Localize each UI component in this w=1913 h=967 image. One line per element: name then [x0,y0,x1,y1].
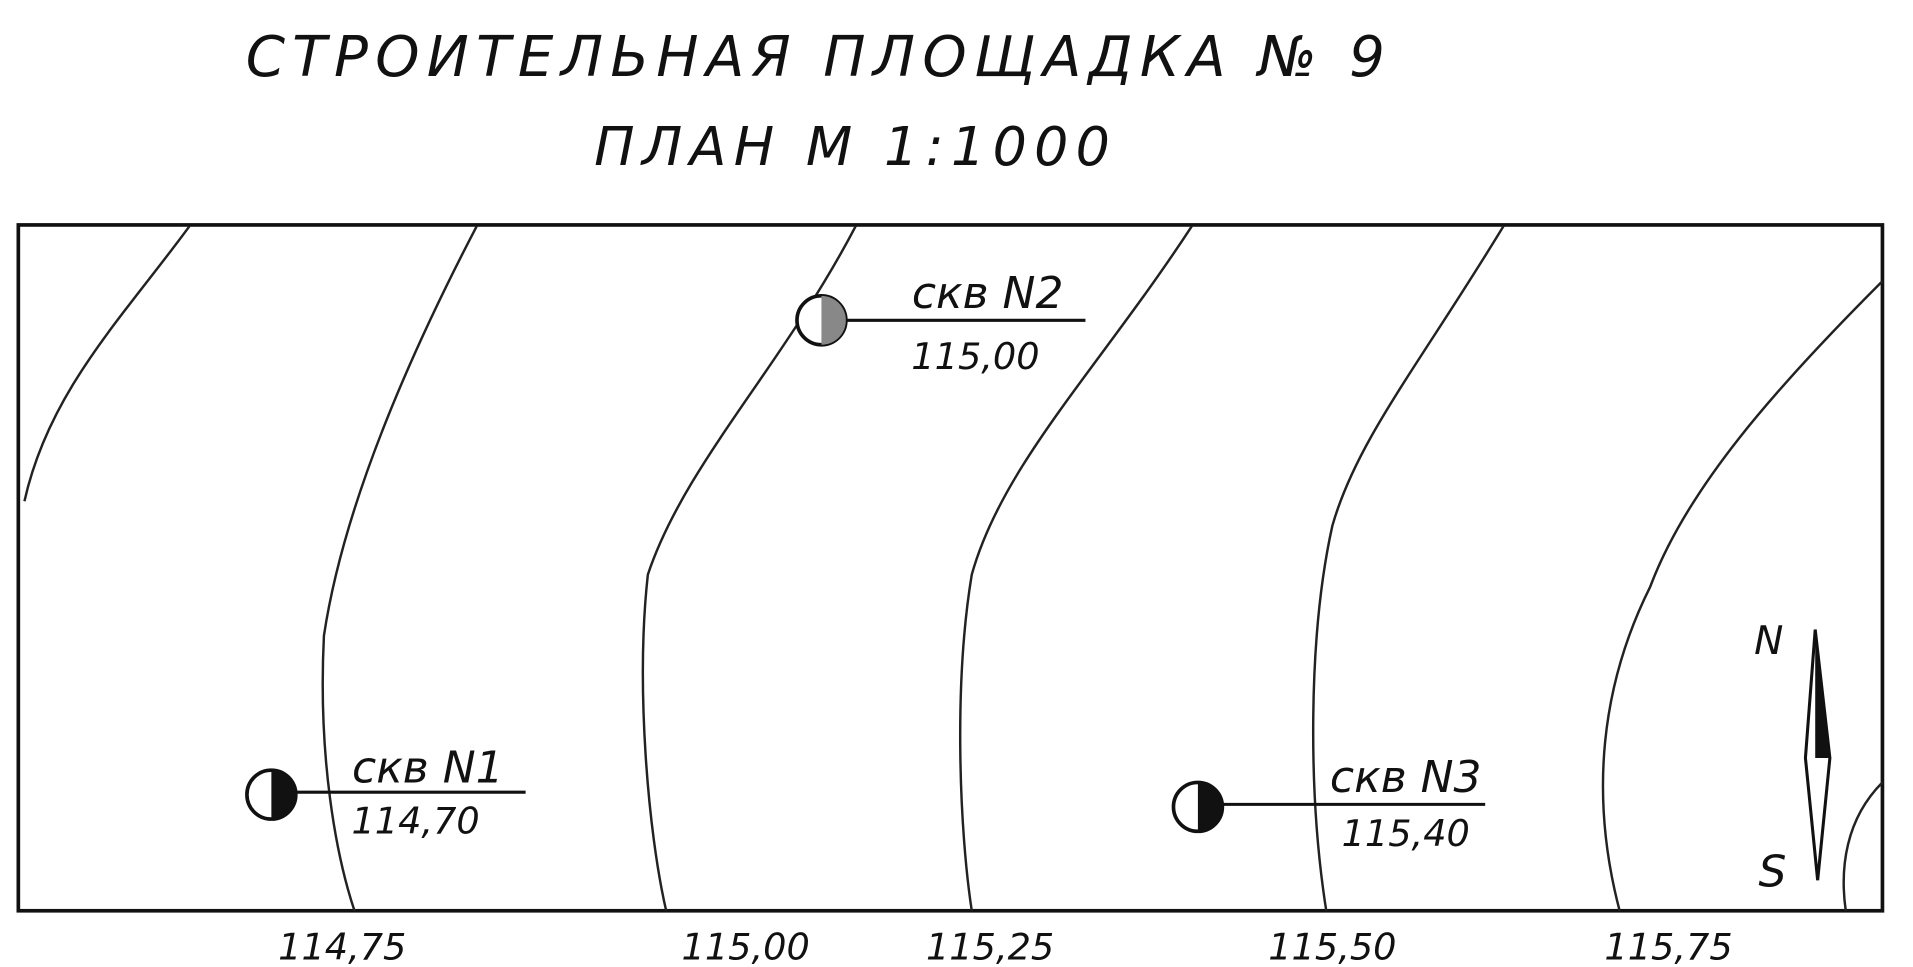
borehole-fill [821,295,846,345]
contour-label: 115,75 [1604,926,1732,967]
borehole-elevation: 114,70 [351,800,479,843]
plan-frame [16,223,1885,913]
contours [23,225,1884,912]
contour-line [1842,781,1884,911]
contour-line [1601,280,1884,912]
borehole-elevation: 115,40 [1342,812,1470,855]
compass-south: S [1758,846,1786,897]
contour-line [959,225,1193,911]
contour-line [641,225,857,912]
contour-label: 115,00 [682,926,810,967]
contour-label: 115,50 [1268,926,1396,967]
borehole-elevation: 115,00 [911,335,1039,378]
contour-line [23,225,191,502]
borehole-label: скв N3 [1330,752,1482,803]
borehole-fill [271,770,296,820]
contour-label: 115,25 [926,926,1054,967]
contour-line [321,225,478,912]
borehole: скв N3 115,40 [1171,752,1486,855]
borehole-fill [1197,782,1223,832]
title: СТРОИТЕЛЬНАЯ ПЛОЩАДКА № 9 [246,25,1392,90]
borehole-label: скв N1 [352,742,504,793]
contour-label: 114,75 [278,926,406,967]
compass-north: N [1754,619,1783,664]
contour-line [1311,225,1505,911]
compass-arrow-fill [1815,629,1830,758]
borehole: скв N1 114,70 [245,742,526,843]
borehole-label: скв N2 [912,268,1064,319]
borehole: скв N2 115,00 [795,268,1086,378]
subtitle: ПЛАН М 1:1000 [594,115,1117,178]
compass: N S [1754,619,1832,897]
